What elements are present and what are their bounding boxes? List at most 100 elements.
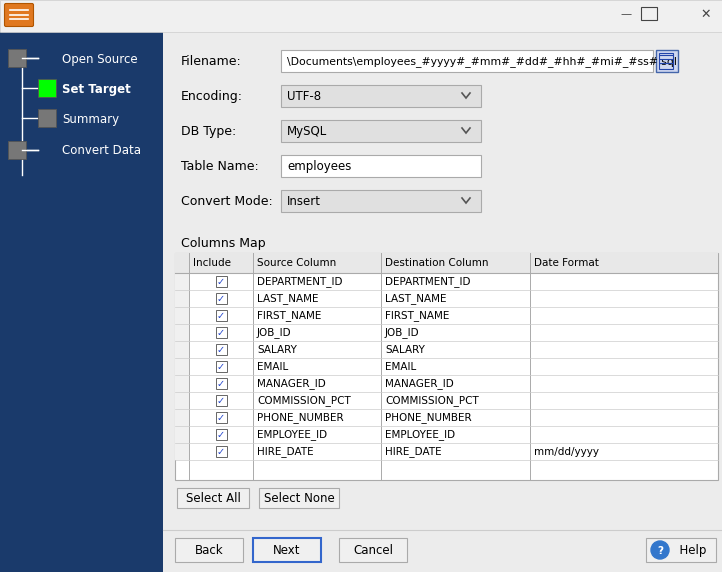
Text: COMMISSION_PCT: COMMISSION_PCT [385,396,479,407]
Bar [175,290,189,307]
Text: —: — [620,9,632,19]
Bar [215,293,227,304]
Text: Set Target: Set Target [62,82,131,96]
Bar [656,50,678,72]
Bar [175,375,189,392]
Text: HIRE_DATE: HIRE_DATE [385,447,442,458]
Bar [38,79,56,97]
Bar [8,141,26,159]
Bar [175,426,189,443]
Text: employees: employees [287,160,352,173]
Bar [659,53,673,69]
Bar [259,488,339,508]
Bar [175,273,189,290]
Bar [175,253,718,273]
Bar [641,7,657,20]
Text: ✓: ✓ [217,345,225,355]
Text: Open Source: Open Source [62,53,138,66]
Text: SALARY: SALARY [385,345,425,355]
Bar [253,538,321,562]
Bar [175,358,189,375]
Text: FIRST_NAME: FIRST_NAME [257,311,321,321]
Bar [8,49,26,67]
Text: SALARY: SALARY [257,345,297,355]
Bar [175,538,243,562]
Bar [215,276,227,287]
Text: ✓: ✓ [217,362,225,372]
Text: Source Column: Source Column [257,259,336,268]
Bar [339,538,407,562]
Text: ✓: ✓ [217,396,225,406]
Text: HIRE_DATE: HIRE_DATE [257,447,313,458]
Text: PHONE_NUMBER: PHONE_NUMBER [257,412,344,423]
Text: mm/dd/yyyy: mm/dd/yyyy [534,447,599,457]
Bar [0,0,722,32]
Bar [215,344,227,355]
Bar [215,361,227,372]
Text: \Documents\employees_#yyyy#_#mm#_#dd#_#hh#_#mi#_#ss#.sql: \Documents\employees_#yyyy#_#mm#_#dd#_#h… [287,56,677,67]
Text: Select All: Select All [186,492,240,505]
Circle shape [651,541,669,559]
Text: DEPARTMENT_ID: DEPARTMENT_ID [385,276,471,288]
Text: ✓: ✓ [217,379,225,389]
Text: MANAGER_ID: MANAGER_ID [257,379,326,390]
Bar [281,50,653,72]
Text: Insert: Insert [287,195,321,208]
Bar [281,155,481,177]
Bar [215,327,227,338]
Bar [215,429,227,440]
Text: ✓: ✓ [217,311,225,321]
Text: ✓: ✓ [217,413,225,423]
Text: Destination Column: Destination Column [385,259,489,268]
Text: Help: Help [672,544,706,557]
Text: COMMISSION_PCT: COMMISSION_PCT [257,396,351,407]
Text: Columns Map: Columns Map [181,237,266,250]
Text: ?: ? [657,546,663,555]
Text: Encoding:: Encoding: [181,90,243,103]
Text: MySQL: MySQL [287,125,327,138]
Text: Convert Data: Convert Data [62,145,141,157]
Bar [0,32,163,572]
Text: ✓: ✓ [217,277,225,287]
Text: DEPARTMENT_ID: DEPARTMENT_ID [257,276,342,288]
Bar [215,310,227,321]
Text: JOB_ID: JOB_ID [257,328,292,339]
Text: Back: Back [195,544,223,557]
Bar [215,395,227,406]
Text: ✓: ✓ [217,294,225,304]
Text: UTF-8: UTF-8 [287,90,321,103]
Bar [646,538,716,562]
Text: Include: Include [193,259,231,268]
Text: ✕: ✕ [701,7,711,21]
Bar [215,412,227,423]
Text: Date Format: Date Format [534,259,599,268]
Bar [175,253,718,480]
Bar [175,443,189,460]
Text: EMPLOYEE_ID: EMPLOYEE_ID [257,430,327,440]
Bar [175,392,189,409]
Text: MANAGER_ID: MANAGER_ID [385,379,453,390]
Text: LAST_NAME: LAST_NAME [257,293,318,304]
Text: DB Type:: DB Type: [181,125,236,138]
Text: ✓: ✓ [217,430,225,440]
Bar [281,120,481,142]
Text: EMPLOYEE_ID: EMPLOYEE_ID [385,430,455,440]
Bar [281,190,481,212]
Bar [215,378,227,389]
Text: Convert Mode:: Convert Mode: [181,195,273,208]
Bar [163,32,722,572]
Text: Filename:: Filename: [181,55,242,68]
Text: LAST_NAME: LAST_NAME [385,293,446,304]
Text: PHONE_NUMBER: PHONE_NUMBER [385,412,471,423]
FancyBboxPatch shape [4,3,33,26]
Text: Summary: Summary [62,113,119,125]
Bar [175,324,189,341]
Bar [215,446,227,457]
Bar [175,307,189,324]
Text: Next: Next [273,544,301,557]
Text: EMAIL: EMAIL [385,362,417,372]
Text: ✓: ✓ [217,447,225,457]
Bar [177,488,249,508]
Text: JOB_ID: JOB_ID [385,328,419,339]
Text: Cancel: Cancel [353,544,393,557]
